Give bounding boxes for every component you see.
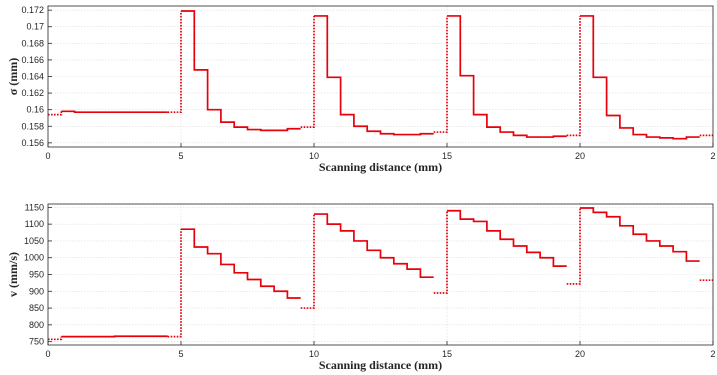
- sigma-step-series: [181, 10, 301, 132]
- sigma-dotted-transition: [300, 15, 315, 128]
- velocity-ticks: 0 5 10 15 20 2 750 800 850 900 950 1000 1050 1100 1150: [24, 202, 716, 359]
- velocity-x-tick-label: 5: [178, 349, 183, 359]
- velocity-dotted-transition: [167, 229, 182, 338]
- velocity-y-tick-label: 900: [29, 286, 44, 296]
- sigma-y-axis-label: σ (mm): [6, 58, 20, 96]
- sigma-x-tick-label: 15: [442, 151, 452, 161]
- velocity-y-tick-label: 1000: [24, 253, 44, 263]
- velocity-plot-area: [48, 204, 713, 345]
- velocity-y-axis-label: v (mm/s): [6, 252, 20, 297]
- sigma-x-tick-label: 5: [178, 151, 183, 161]
- sigma-ticks: 0 5 10 15 20 2 0.156 0.158 0.16 0.162 0.164 0.166 0.…: [21, 5, 715, 161]
- velocity-x-tick-label: 2: [710, 349, 715, 359]
- velocity-y-tick-label: 1150: [25, 202, 44, 212]
- sigma-y-tick-label: 0.166: [21, 55, 44, 65]
- sigma-step-series: [314, 15, 434, 136]
- velocity-step-series: [314, 213, 434, 279]
- velocity-dotted-transition: [566, 208, 581, 285]
- sigma-y-tick-label: 0.158: [21, 121, 44, 131]
- sigma-y-tick-label: 0.168: [21, 38, 44, 48]
- velocity-dotted-transition: [433, 210, 448, 294]
- sigma-y-tick-label: 0.156: [21, 138, 44, 148]
- sigma-x-tick-label: 10: [309, 151, 319, 161]
- velocity-dotted-transition: [300, 214, 315, 309]
- sigma-dotted-transition: [167, 10, 182, 114]
- velocity-step-series: [181, 228, 301, 299]
- sigma-x-axis-label: Scanning distance (mm): [319, 160, 442, 174]
- velocity-y-tick-label: 1050: [24, 236, 44, 246]
- sigma-dotted-transition: [48, 111, 63, 116]
- sigma-step-series: [447, 15, 567, 138]
- velocity-x-axis-label: Scanning distance (mm): [319, 358, 442, 372]
- sigma-step-series: [61, 110, 168, 114]
- sigma-y-tick-label: 0.16: [26, 105, 44, 115]
- sigma-y-tick-label: 0.162: [21, 88, 44, 98]
- velocity-step-series: [447, 209, 567, 267]
- sigma-x-tick-label: 2: [710, 151, 715, 161]
- velocity-chart: 0 5 10 15 20 2 750 800 850 900 950 1000 1050 1100 1150…: [6, 202, 716, 372]
- velocity-dotted-transition: [48, 336, 63, 341]
- velocity-traces: [48, 207, 713, 341]
- velocity-x-tick-label: 0: [45, 349, 50, 359]
- sigma-dotted-transition: [566, 15, 581, 137]
- velocity-x-tick-label: 15: [442, 349, 452, 359]
- sigma-x-tick-label: 0: [45, 151, 50, 161]
- sigma-x-tick-label: 20: [575, 151, 585, 161]
- velocity-y-tick-label: 850: [29, 303, 44, 313]
- sigma-y-tick-label: 0.172: [21, 5, 44, 15]
- velocity-y-tick-label: 950: [29, 270, 44, 280]
- sigma-dotted-transition: [433, 15, 448, 133]
- velocity-x-tick-label: 10: [309, 349, 319, 359]
- sigma-y-tick-label: 0.17: [26, 22, 44, 32]
- velocity-step-series: [580, 207, 700, 262]
- velocity-y-tick-label: 800: [29, 320, 44, 330]
- velocity-x-tick-label: 20: [575, 349, 585, 359]
- velocity-y-tick-label: 750: [29, 337, 44, 347]
- sigma-chart: 0 5 10 15 20 2 0.156 0.158 0.16 0.162 0.164 0.166 0.…: [6, 5, 716, 174]
- velocity-y-tick-label: 1100: [25, 219, 44, 229]
- sigma-step-series: [580, 15, 700, 140]
- sigma-y-tick-label: 0.164: [21, 72, 44, 82]
- sigma-traces: [48, 10, 713, 140]
